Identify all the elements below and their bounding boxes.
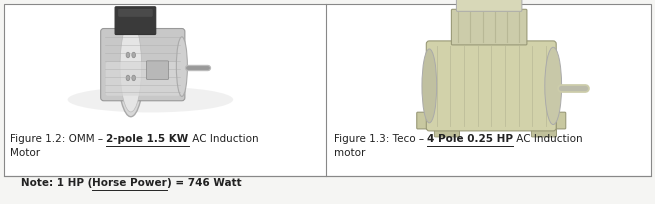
Text: Figure 1.2: OMM –: Figure 1.2: OMM –: [10, 134, 106, 144]
Text: Motor: Motor: [10, 148, 40, 158]
FancyBboxPatch shape: [451, 9, 527, 45]
Text: AC Induction: AC Induction: [189, 134, 258, 144]
FancyBboxPatch shape: [531, 112, 557, 137]
Ellipse shape: [126, 52, 130, 58]
Ellipse shape: [132, 52, 136, 58]
FancyBboxPatch shape: [146, 61, 168, 79]
Ellipse shape: [126, 75, 130, 81]
Ellipse shape: [422, 49, 437, 123]
Ellipse shape: [545, 47, 561, 124]
FancyBboxPatch shape: [105, 62, 180, 96]
Text: Figure 1.3: Teco –: Figure 1.3: Teco –: [333, 134, 427, 144]
FancyBboxPatch shape: [457, 0, 522, 11]
Bar: [4, 4, 651, 176]
FancyBboxPatch shape: [101, 29, 185, 101]
Ellipse shape: [118, 16, 144, 117]
FancyBboxPatch shape: [119, 9, 152, 16]
Ellipse shape: [132, 75, 136, 81]
Text: 4 Pole 0.25 HP: 4 Pole 0.25 HP: [427, 134, 513, 144]
Text: 2-pole 1.5 KW: 2-pole 1.5 KW: [106, 134, 189, 144]
Ellipse shape: [444, 121, 450, 128]
Text: Horse Power: Horse Power: [92, 178, 167, 188]
Ellipse shape: [176, 37, 187, 96]
Text: motor: motor: [333, 148, 365, 158]
Ellipse shape: [120, 21, 141, 112]
FancyBboxPatch shape: [426, 41, 556, 131]
Text: AC Induction: AC Induction: [513, 134, 582, 144]
Ellipse shape: [541, 121, 547, 128]
FancyBboxPatch shape: [417, 112, 566, 129]
FancyBboxPatch shape: [115, 7, 156, 34]
Text: ) = 746 Watt: ) = 746 Watt: [167, 178, 242, 188]
Ellipse shape: [67, 87, 233, 112]
Text: Note: 1 HP (: Note: 1 HP (: [10, 178, 92, 188]
FancyBboxPatch shape: [434, 112, 460, 137]
